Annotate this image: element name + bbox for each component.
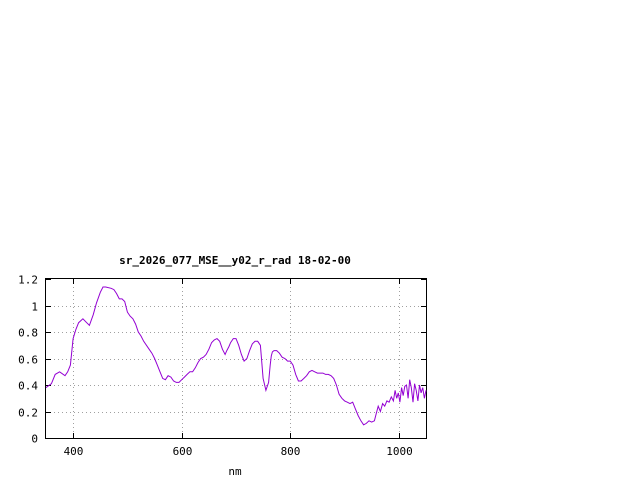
x-tick-label: 800 xyxy=(281,445,301,458)
y-tick-labels: 0 0.2 0.4 0.6 0.8 1 1.2 xyxy=(18,274,38,446)
x-tick-label: 400 xyxy=(64,445,84,458)
chart-title: sr_2026_077_MSE__y02_r_rad 18-02-00 xyxy=(119,254,351,267)
x-tick-labels: 400 600 800 1000 xyxy=(64,445,413,458)
x-tick-label: 1000 xyxy=(386,445,413,458)
y-tick-label: 1.2 xyxy=(18,274,38,287)
x-axis-label: nm xyxy=(228,465,242,478)
y-tick-label: 0.6 xyxy=(18,354,38,367)
grid-lines xyxy=(46,279,426,438)
y-tick-label: 0.2 xyxy=(18,407,38,420)
series-line xyxy=(45,286,427,426)
axis-ticks xyxy=(46,279,426,439)
plot-frame xyxy=(45,278,427,439)
y-tick-label: 1 xyxy=(31,301,38,314)
y-tick-label: 0.8 xyxy=(18,327,38,340)
y-tick-label: 0 xyxy=(31,433,38,446)
x-tick-label: 600 xyxy=(173,445,193,458)
y-tick-label: 0.4 xyxy=(18,380,38,393)
